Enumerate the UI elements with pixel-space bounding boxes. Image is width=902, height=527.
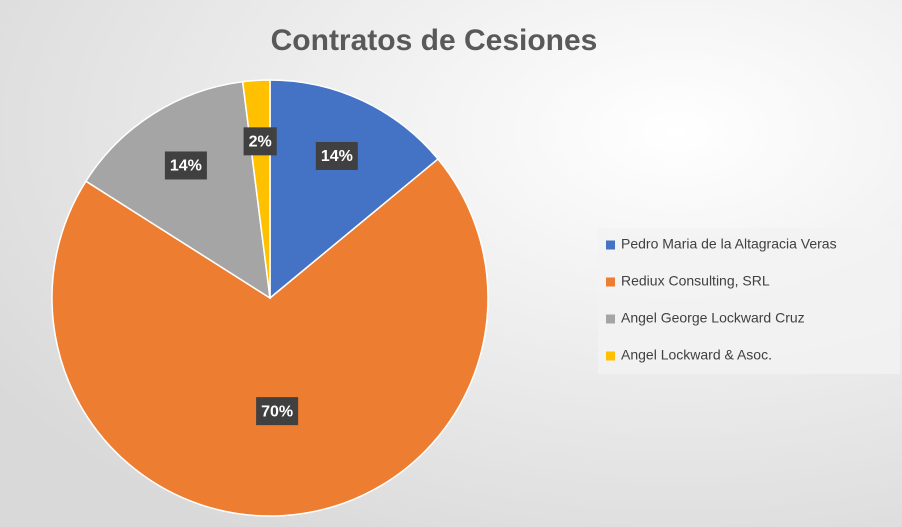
data-label: 14% (170, 158, 202, 175)
legend-swatch (606, 277, 615, 287)
data-label: 14% (321, 148, 353, 165)
legend (598, 228, 900, 374)
data-label: 70% (261, 403, 293, 420)
data-label-box (243, 127, 277, 156)
legend-label: Angel George Lockward Cruz (621, 310, 805, 326)
legend-swatch (606, 351, 615, 361)
legend-label: Pedro Maria de la Altagracia Veras (621, 236, 837, 252)
legend-swatch (606, 314, 615, 324)
legend-label: Angel Lockward & Asoc. (621, 347, 772, 363)
pie-slice (51, 157, 489, 517)
data-label-box (164, 151, 207, 180)
legend-swatch (606, 240, 615, 250)
pie-slice (84, 80, 271, 300)
legend-label: Rediux Consulting, SRL (621, 273, 770, 289)
chart-title: Contratos de Cesiones (271, 24, 598, 57)
data-label: 2% (249, 134, 272, 151)
data-label-box (256, 397, 299, 426)
pie-slice (269, 79, 440, 300)
data-label-box (315, 141, 358, 170)
